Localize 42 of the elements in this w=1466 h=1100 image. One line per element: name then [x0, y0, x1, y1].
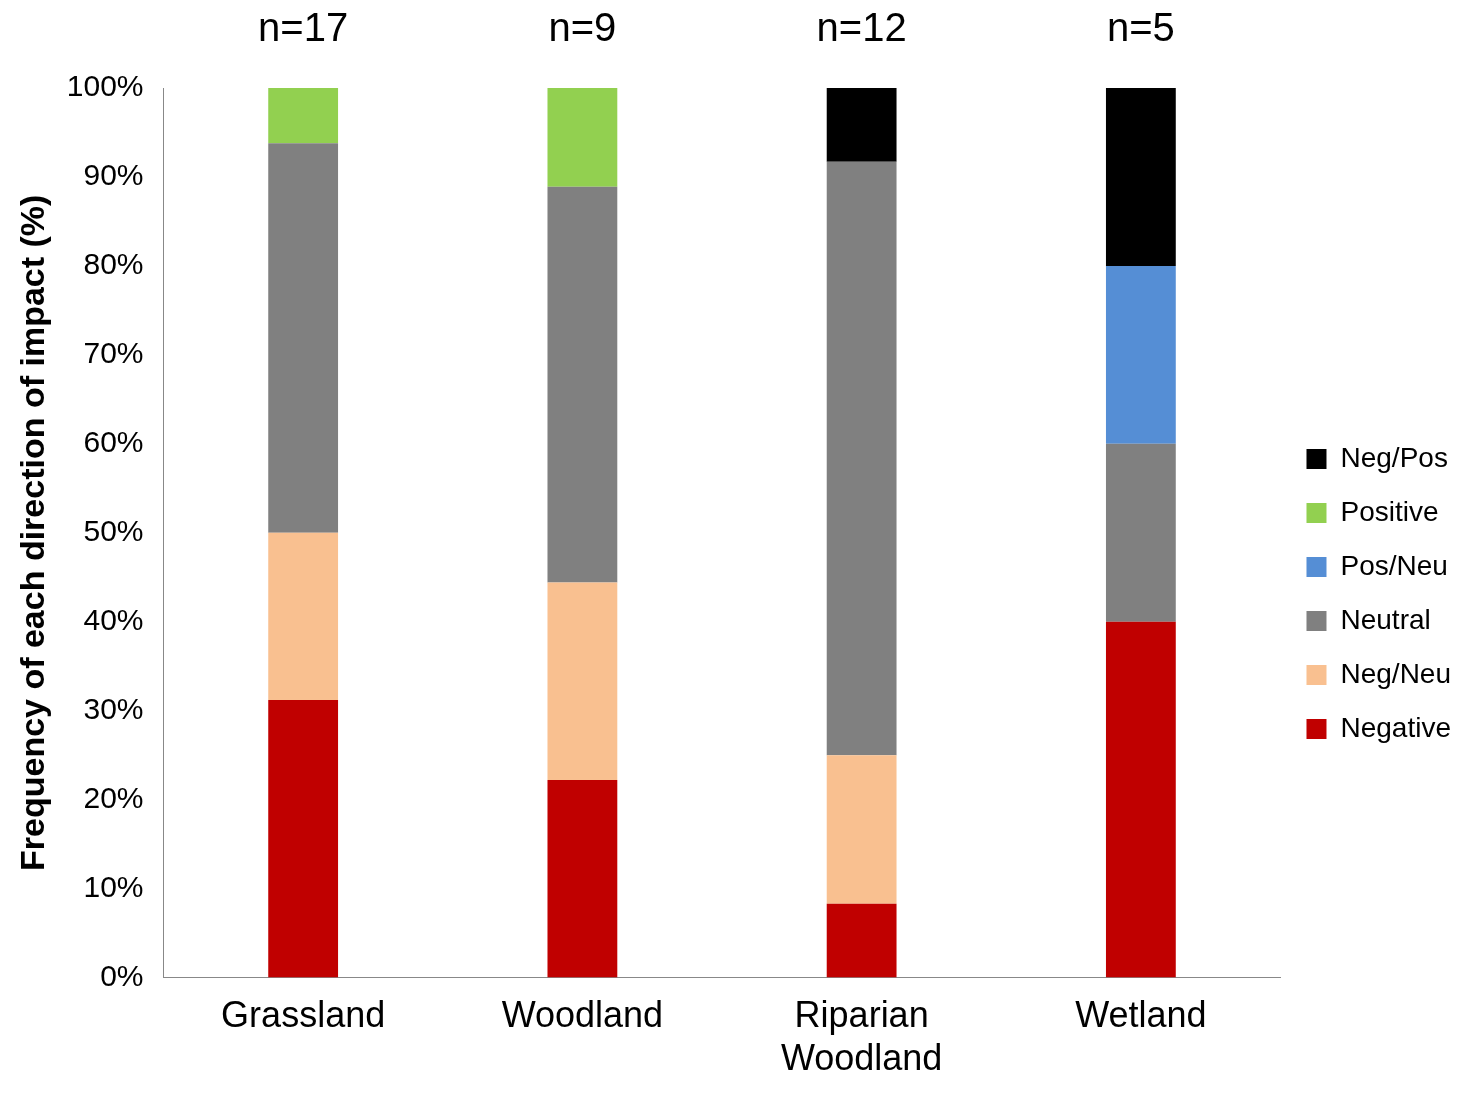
bar [1105, 265, 1176, 444]
text: n=9 [548, 5, 617, 50]
y-tick-label: 50% [83, 514, 144, 548]
bar [826, 755, 897, 904]
x-tick-label: Grassland [221, 994, 386, 1036]
text: n=5 [1106, 5, 1175, 50]
y-tick-label: 10% [83, 869, 144, 903]
x-tick-label: Woodland [501, 994, 664, 1036]
bar [826, 88, 897, 162]
y-tick-label: 90% [83, 158, 144, 192]
x-tick-label: Riparian Woodland [780, 994, 943, 1079]
y-tick-label: 60% [83, 425, 144, 459]
bar [826, 161, 897, 756]
bar [547, 186, 618, 583]
bar [268, 700, 339, 978]
bar [547, 780, 618, 978]
bar [268, 532, 339, 701]
y-tick-label: 80% [83, 247, 144, 281]
text: n=17 [258, 5, 349, 50]
legend-label: Negative [1340, 711, 1452, 743]
y-tick-label: 30% [83, 691, 144, 725]
text: n=12 [816, 5, 907, 50]
y-tick-label: 20% [83, 780, 144, 814]
legend-label: Positive [1340, 495, 1439, 527]
bar [547, 88, 618, 187]
y-axis-title: Frequency of each direction of impact (%) [12, 194, 51, 871]
bar [1105, 88, 1176, 266]
y-tick-label: 0% [100, 958, 144, 992]
bar [268, 88, 339, 144]
bar [826, 903, 897, 978]
x-tick-label: Wetland [1075, 994, 1207, 1036]
legend-label: Neutral [1340, 603, 1431, 635]
legend-label: Neg/Pos [1340, 441, 1448, 473]
legend-label: Neg/Neu [1340, 657, 1452, 689]
bar [547, 582, 618, 781]
legend-label: Pos/Neu [1340, 549, 1448, 581]
bar [1105, 443, 1176, 622]
bar [268, 143, 339, 533]
y-tick-label: 100% [66, 69, 144, 103]
bar [1105, 621, 1176, 978]
y-tick-label: 40% [83, 603, 144, 637]
y-tick-label: 70% [83, 336, 144, 370]
